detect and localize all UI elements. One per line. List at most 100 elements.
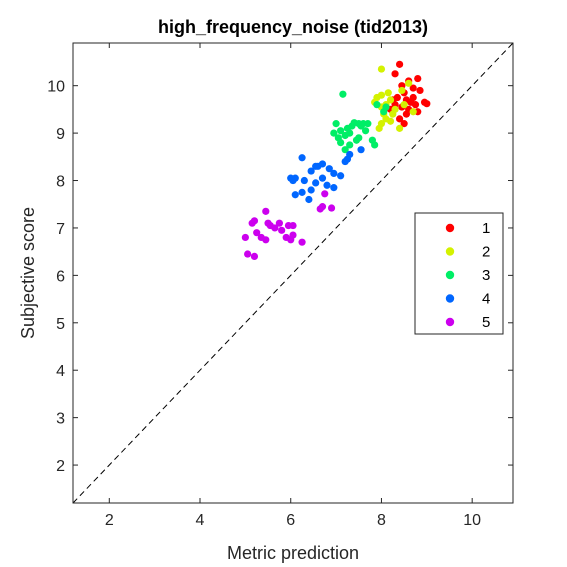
data-point [307,186,315,194]
y-axis-label: Subjective score [18,207,38,339]
data-point [373,101,381,109]
x-tick-label: 10 [463,512,481,529]
data-point [289,221,297,230]
x-tick-label: 4 [196,512,205,529]
series-3 [330,90,390,154]
y-tick-label: 4 [56,363,65,380]
data-point [262,236,270,244]
data-point [250,252,259,261]
legend-marker-3 [445,270,455,280]
y-tick-label: 2 [56,458,65,475]
data-points [241,60,431,261]
chart-title: high_frequency_noise (tid2013) [158,17,428,37]
data-point [287,174,295,182]
data-point [395,115,404,123]
data-point [352,136,361,144]
legend-marker-1 [445,223,455,233]
legend-label: 4 [482,291,490,308]
data-point [327,204,336,212]
data-point [409,93,417,102]
y-tick-label: 7 [56,221,65,238]
data-point [398,86,406,95]
data-point [400,101,408,109]
legend-label: 5 [482,314,490,331]
data-point [300,176,308,185]
data-point [341,131,349,140]
data-point [364,120,372,128]
x-tick-label: 6 [286,512,295,529]
data-point [325,165,333,173]
data-point [282,233,290,242]
legend-marker-2 [445,247,455,256]
data-point [414,74,422,83]
data-point [278,226,286,234]
data-point [332,120,340,128]
data-point [402,110,411,118]
data-point [384,89,392,97]
axis-ticks: 2 4 6 8 10 2 3 4 5 6 7 8 9 10 [47,43,513,529]
legend-marker-4 [445,294,455,303]
data-point [377,91,386,99]
data-point [264,219,272,227]
data-point [341,146,349,154]
data-point [357,146,365,154]
data-point [323,181,331,189]
data-point [341,157,349,166]
data-point [395,124,404,132]
data-point [386,96,395,104]
data-point [321,190,329,198]
data-point [386,117,395,125]
data-point [330,184,338,192]
legend-label: 3 [482,267,490,284]
x-tick-label: 8 [377,512,386,529]
data-point [423,100,431,108]
data-point [361,127,370,135]
data-point [330,129,338,137]
data-point [248,219,256,227]
data-point [400,120,408,128]
y-tick-label: 5 [56,316,65,333]
data-point [291,191,299,199]
y-tick-label: 10 [47,79,65,96]
data-point [253,229,261,237]
series-4 [287,146,365,204]
data-point [271,224,279,232]
legend-label: 2 [482,244,490,261]
x-tick-label: 2 [105,512,114,529]
data-point [409,84,417,92]
legend-label: 1 [482,220,490,237]
data-point [298,154,306,162]
identity-reference-line [72,42,514,504]
data-point [312,179,320,187]
data-point [375,124,383,132]
data-point [339,90,347,98]
data-point [405,79,413,87]
data-point [395,60,404,68]
data-point [389,110,397,118]
data-point [244,250,252,258]
data-point [275,219,283,227]
series-5 [241,190,336,261]
data-point [377,65,386,73]
series-2 [371,65,417,132]
data-point [318,174,327,182]
data-point [416,86,424,95]
data-point [357,122,365,130]
data-point [391,70,399,78]
data-point [346,141,354,149]
data-point [330,169,338,178]
data-point [314,162,322,170]
data-point [411,101,420,109]
data-point [334,134,342,142]
data-point [305,195,313,204]
y-tick-label: 9 [56,126,65,143]
legend-marker-5 [445,317,455,327]
data-point [298,238,306,246]
data-point [380,108,388,116]
y-tick-label: 8 [56,174,65,191]
legend: 1 2 3 4 5 [414,212,504,335]
legend-box [414,212,504,335]
data-point [262,207,270,215]
data-point [316,205,324,213]
